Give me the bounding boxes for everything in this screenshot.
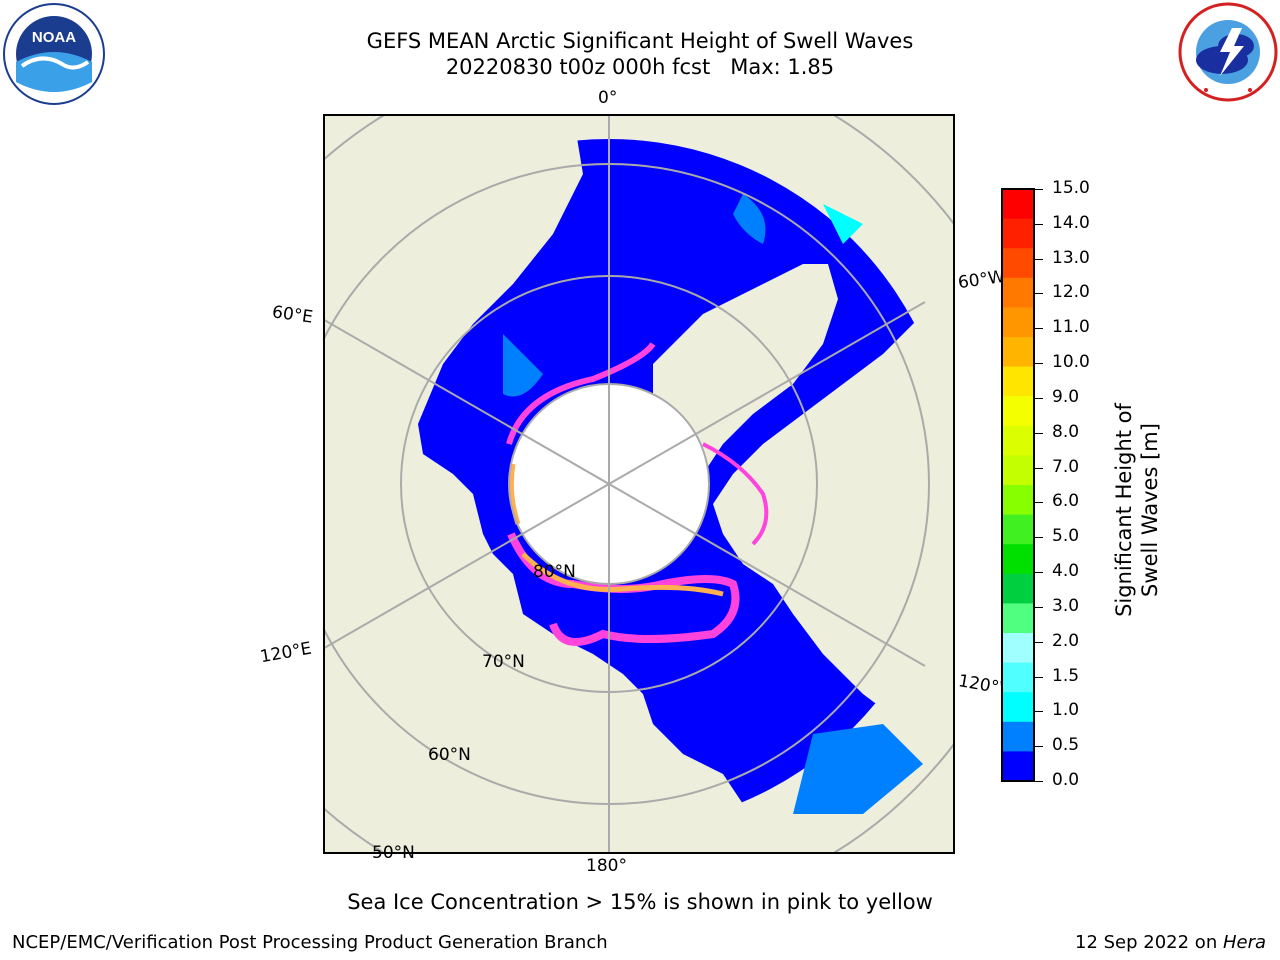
- colorbar-tick: [1035, 397, 1043, 399]
- land-north-america: [713, 268, 955, 760]
- colorbar-tick: [1035, 572, 1043, 574]
- colorbar-step: [1002, 455, 1034, 486]
- colorbar-tick-label: 5.0: [1052, 526, 1080, 547]
- colorbar-step: [1002, 248, 1034, 279]
- colorbar-step: [1002, 514, 1034, 545]
- sea-ice-caption: Sea Ice Concentration > 15% is shown in …: [347, 890, 933, 914]
- colorbar-tick-label: 6.0: [1052, 491, 1080, 512]
- colorbar-tick: [1035, 746, 1043, 748]
- noaa-logo: NOAA: [3, 3, 105, 105]
- colorbar-tick: [1035, 676, 1043, 678]
- colorbar-tick: [1035, 363, 1043, 365]
- colorbar-tick: [1035, 537, 1043, 539]
- colorbar-tick-label: 2.0: [1052, 630, 1080, 651]
- polar-map: [323, 114, 955, 854]
- colorbar-step: [1002, 603, 1034, 634]
- colorbar-tick-label: 1.0: [1052, 700, 1080, 721]
- colorbar-tick-label: 14.0: [1052, 212, 1090, 233]
- lat-label-60n: 60°N: [428, 745, 471, 765]
- colorbar-step: [1002, 425, 1034, 456]
- colorbar-step: [1002, 485, 1034, 516]
- colorbar-tick: [1035, 502, 1043, 504]
- colorbar-tick: [1035, 328, 1043, 330]
- lon-label-0: 0°: [598, 88, 618, 108]
- lon-label-180: 180°: [586, 856, 627, 876]
- colorbar-tick: [1035, 781, 1043, 782]
- colorbar-tick: [1035, 293, 1043, 295]
- colorbar-step: [1002, 721, 1034, 752]
- colorbar-tick-label: 12.0: [1052, 282, 1090, 303]
- colorbar-tick: [1035, 223, 1043, 225]
- map-frame: [323, 114, 955, 854]
- chart-subtitle: 20220830 t00z 000h fcst Max: 1.85: [445, 55, 835, 79]
- land-greenland: [653, 264, 838, 494]
- colorbar-step: [1002, 218, 1034, 249]
- colorbar-step: [1002, 337, 1034, 368]
- colorbar-step: [1002, 633, 1034, 664]
- lon-label-120e: 120°E: [258, 638, 314, 668]
- colorbar-tick: [1035, 711, 1043, 713]
- colorbar-step: [1002, 396, 1034, 427]
- noaa-logo-text: NOAA: [32, 29, 76, 46]
- colorbar-step: [1002, 277, 1034, 308]
- colorbar-tick: [1035, 189, 1043, 190]
- colorbar-step: [1002, 751, 1034, 782]
- colorbar-label: Significant Height of Swell Waves [m]: [1112, 403, 1162, 617]
- colorbar-tick-label: 4.0: [1052, 561, 1080, 582]
- lon-label-60w: 60°W: [956, 266, 1007, 294]
- colorbar-step: [1002, 662, 1034, 693]
- footer-host: Hera: [1222, 932, 1266, 953]
- colorbar-tick-label: 11.0: [1052, 317, 1090, 338]
- colorbar-step: [1002, 692, 1034, 723]
- lon-label-60e: 60°E: [270, 302, 315, 328]
- colorbar-step: [1002, 366, 1034, 397]
- land-eurasia: [323, 114, 753, 854]
- lat-label-80n: 80°N: [533, 562, 576, 582]
- colorbar-tick-label: 8.0: [1052, 421, 1080, 442]
- colorbar-tick-label: 1.5: [1052, 665, 1080, 686]
- colorbar-tick: [1035, 641, 1043, 643]
- graticule: [323, 114, 955, 854]
- footer-date-text: 12 Sep 2022 on: [1075, 932, 1223, 953]
- colorbar-tick-label: 7.0: [1052, 456, 1080, 477]
- footer-credit: NCEP/EMC/Verification Post Processing Pr…: [12, 932, 608, 953]
- colorbar-tick: [1035, 467, 1043, 469]
- colorbar-step: [1002, 189, 1034, 220]
- colorbar-tick-label: 3.0: [1052, 595, 1080, 616]
- colorbar-tick: [1035, 432, 1043, 434]
- colorbar-tick-label: 0.0: [1052, 770, 1080, 790]
- nws-logo: [1178, 2, 1278, 102]
- colorbar-tick: [1035, 606, 1043, 608]
- colorbar-step: [1002, 544, 1034, 575]
- colorbar-tick-label: 0.5: [1052, 735, 1080, 756]
- colorbar-tick-label: 9.0: [1052, 386, 1080, 407]
- colorbar-tick: [1035, 258, 1043, 260]
- colorbar-step: [1002, 573, 1034, 604]
- lat-label-70n: 70°N: [482, 652, 525, 672]
- footer-date: 12 Sep 2022 on Hera: [1075, 932, 1266, 953]
- chart-title: GEFS MEAN Arctic Significant Height of S…: [366, 29, 914, 53]
- colorbar: [1001, 188, 1035, 782]
- colorbar-tick-label: 10.0: [1052, 352, 1090, 373]
- colorbar-tick-label: 13.0: [1052, 247, 1090, 268]
- lat-label-50n: 50°N: [372, 843, 415, 863]
- colorbar-step: [1002, 307, 1034, 338]
- colorbar-tick-label: 15.0: [1052, 178, 1090, 198]
